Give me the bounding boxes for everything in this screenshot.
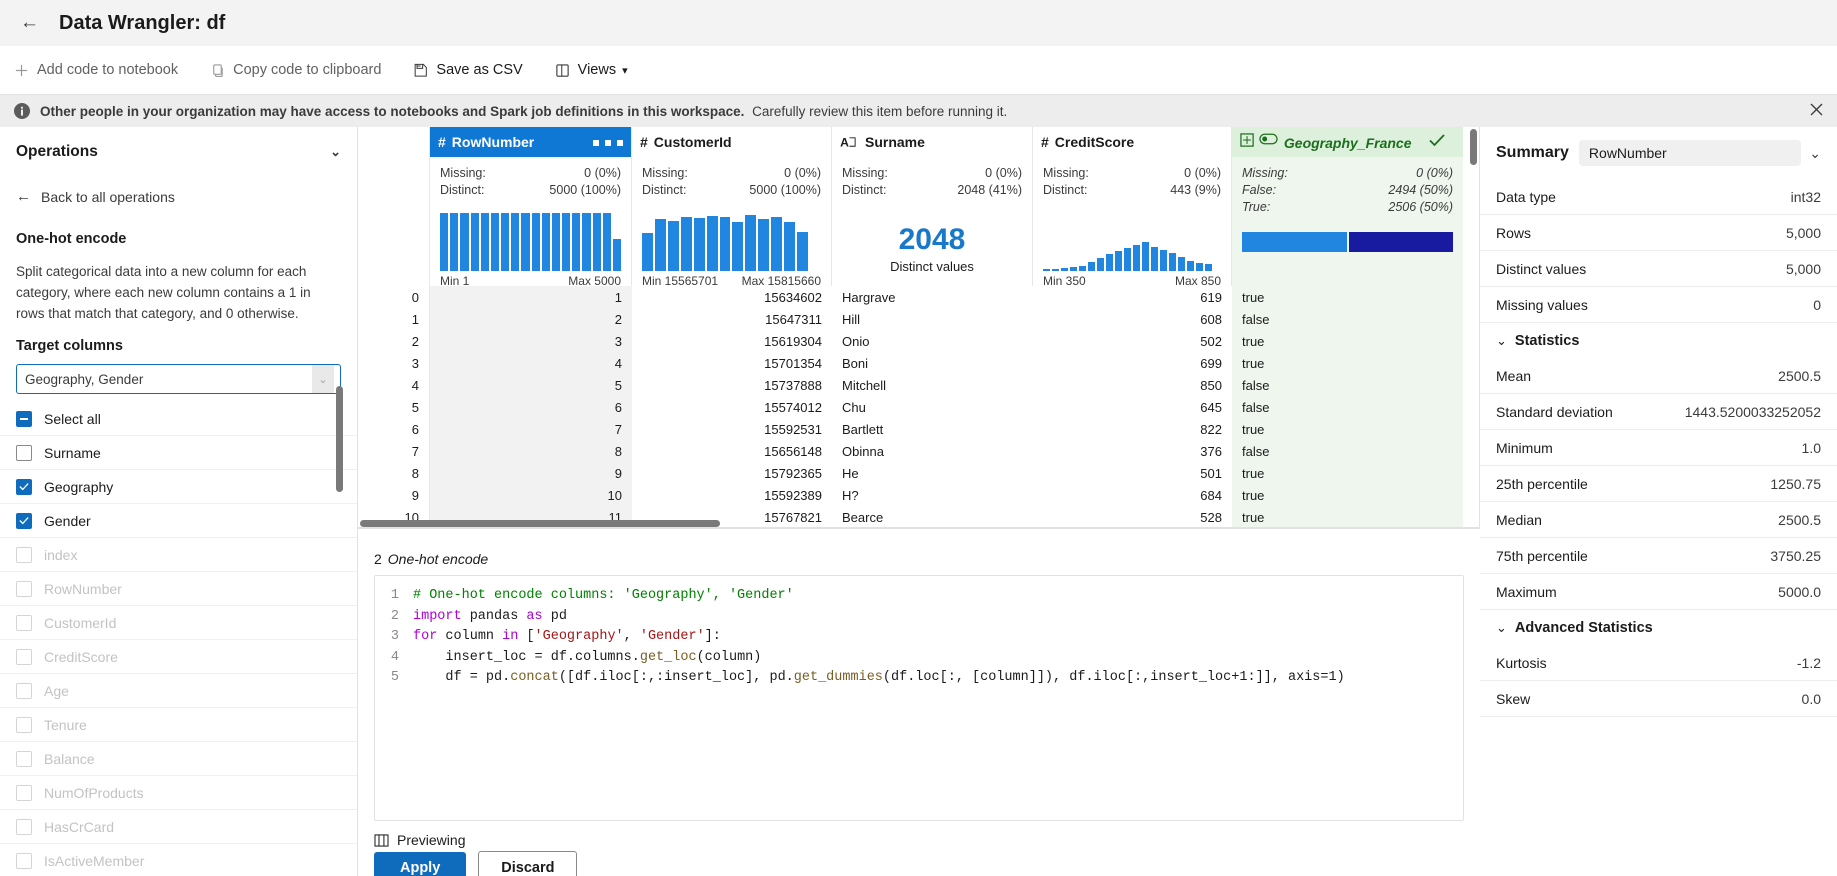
svg-text:A: A: [840, 135, 849, 149]
